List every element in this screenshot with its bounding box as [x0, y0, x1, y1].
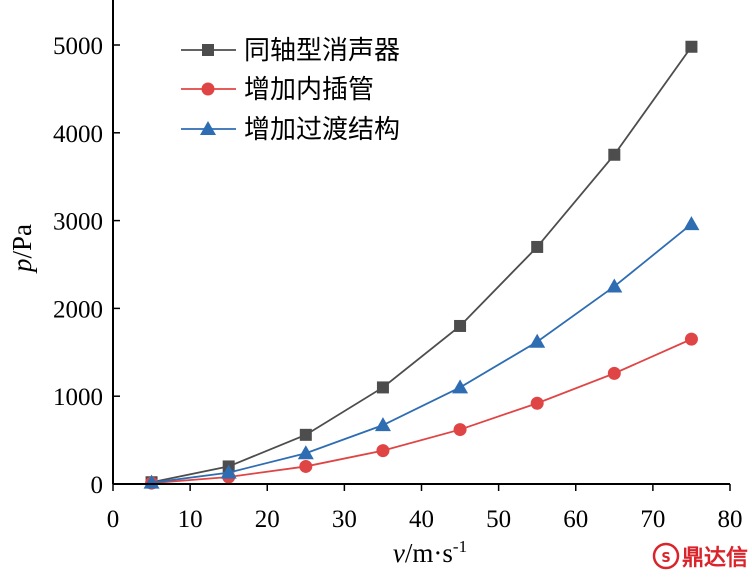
data-point	[299, 428, 312, 441]
series-line	[151, 46, 693, 484]
data-point	[683, 216, 700, 231]
series-line	[151, 338, 692, 485]
x-tick-label: 40	[409, 506, 434, 533]
y-tick-label: 5000	[53, 33, 103, 60]
data-point	[452, 379, 469, 394]
x-tick-label: 20	[255, 506, 280, 533]
data-point	[531, 240, 544, 253]
x-tick-label: 70	[640, 506, 665, 533]
data-point	[608, 148, 621, 161]
data-point	[376, 444, 390, 458]
y-tick-label: 2000	[53, 296, 103, 323]
data-point	[529, 333, 546, 348]
series-line	[151, 223, 693, 484]
y-tick-label: 4000	[53, 121, 103, 148]
data-point	[684, 332, 698, 346]
y-tick-label: 1000	[53, 384, 103, 411]
y-tick-label: 0	[91, 472, 104, 499]
plot-area	[143, 40, 700, 490]
legend-marker	[200, 121, 216, 135]
x-tick-label: 0	[107, 506, 120, 533]
y-tick-label: 3000	[53, 209, 103, 236]
x-tick-label: 80	[718, 506, 743, 533]
y-axis-label: p/Pa	[7, 224, 37, 274]
legend-label: 增加过渡结构	[244, 115, 400, 145]
data-point	[454, 319, 467, 332]
x-tick-label: 30	[332, 506, 357, 533]
x-axis-label: v/m·s-1	[393, 537, 467, 568]
legend-label: 同轴型消声器	[244, 36, 400, 66]
series-3	[143, 216, 700, 489]
data-point	[143, 474, 160, 489]
data-point	[607, 366, 621, 380]
watermark-logo-icon	[652, 542, 680, 570]
legend-label: 增加内插管	[244, 75, 374, 105]
watermark: S 鼎达信	[652, 542, 748, 571]
legend-entry: 增加内插管	[181, 75, 374, 105]
legend-marker	[202, 44, 214, 56]
data-point	[297, 445, 314, 460]
series-2	[145, 332, 698, 490]
x-tick-label: 60	[563, 506, 588, 533]
data-point	[220, 464, 237, 479]
data-point	[299, 459, 313, 473]
data-point	[453, 423, 467, 437]
data-point	[374, 417, 391, 432]
data-point	[376, 381, 389, 394]
x-tick-label: 50	[486, 506, 511, 533]
x-tick-label: 10	[178, 506, 203, 533]
data-point	[685, 40, 698, 53]
axes: 0 10 20 30 40 50 60 70 80 0 1000 2000 3000 4000 5000	[53, 0, 743, 533]
series-1	[145, 40, 698, 489]
watermark-logo-glyph: S	[661, 551, 670, 566]
legend-entry: 同轴型消声器	[181, 36, 400, 66]
watermark-text: 鼎达信	[682, 545, 748, 571]
legend-marker	[201, 82, 215, 96]
legend-entry: 增加过渡结构	[181, 115, 400, 145]
data-point	[530, 396, 544, 410]
data-point	[606, 278, 623, 293]
